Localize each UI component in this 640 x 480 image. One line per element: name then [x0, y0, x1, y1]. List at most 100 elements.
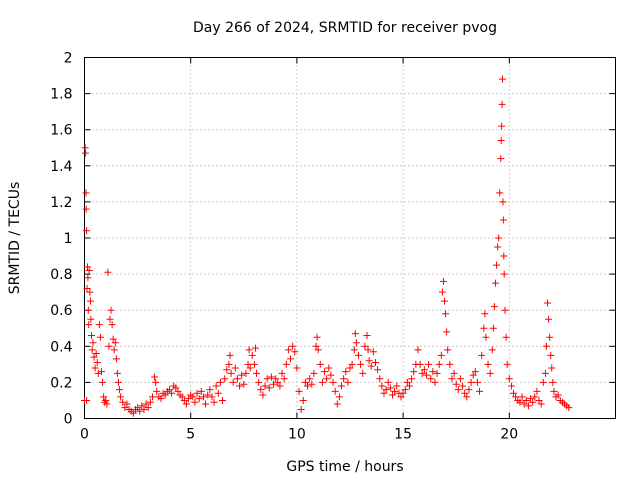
data-point	[471, 368, 479, 376]
data-point	[338, 382, 346, 390]
data-point	[240, 380, 248, 388]
data-point	[104, 268, 112, 276]
data-point	[214, 389, 222, 397]
data-point	[284, 346, 292, 354]
data-point	[498, 122, 506, 130]
data-point	[231, 364, 239, 372]
data-point	[491, 279, 499, 287]
data-point	[499, 75, 507, 83]
data-point	[83, 263, 91, 271]
data-point	[441, 297, 449, 305]
data-point	[191, 398, 199, 406]
data-point	[157, 395, 165, 403]
data-point	[329, 378, 337, 386]
data-point	[199, 393, 207, 401]
data-point	[263, 375, 271, 383]
data-point	[497, 155, 505, 163]
data-point	[393, 382, 401, 390]
data-point	[146, 398, 154, 406]
data-point	[323, 375, 331, 383]
data-point	[246, 364, 254, 372]
data-point	[116, 386, 124, 394]
data-point	[206, 386, 214, 394]
data-point	[94, 369, 102, 377]
data-point	[500, 270, 508, 278]
data-point	[293, 364, 301, 372]
data-point	[102, 396, 110, 404]
data-point	[310, 369, 318, 377]
data-point	[225, 360, 233, 368]
data-point	[331, 387, 339, 395]
data-point	[524, 402, 532, 410]
data-point	[96, 333, 104, 341]
data-point	[364, 346, 372, 354]
data-point	[371, 359, 379, 367]
y-tick-label: 1.8	[50, 87, 72, 103]
data-point	[117, 393, 125, 401]
y-tick-label: 1.4	[50, 159, 72, 175]
data-point	[496, 189, 504, 197]
data-point	[110, 346, 118, 354]
data-point	[500, 252, 508, 260]
data-point	[168, 389, 176, 397]
data-point	[195, 395, 203, 403]
data-point	[112, 355, 120, 363]
data-point	[289, 342, 297, 350]
data-point	[161, 391, 169, 399]
data-point	[274, 378, 282, 386]
data-point	[304, 382, 312, 390]
data-point	[380, 389, 388, 397]
data-point	[121, 404, 129, 412]
data-point	[484, 360, 492, 368]
data-point	[180, 396, 188, 404]
data-point	[408, 375, 416, 383]
data-point	[236, 382, 244, 390]
data-point	[363, 331, 371, 339]
data-points	[81, 75, 573, 417]
y-tick-label: 1.6	[50, 123, 72, 139]
data-point	[244, 360, 252, 368]
data-point	[197, 387, 205, 395]
data-point	[90, 353, 98, 361]
data-point	[469, 371, 477, 379]
data-point	[522, 396, 530, 404]
data-point	[107, 306, 115, 314]
data-point	[448, 375, 456, 383]
data-point	[482, 333, 490, 341]
data-point	[374, 366, 382, 374]
data-point	[493, 261, 501, 269]
data-point	[86, 288, 94, 296]
data-point	[270, 380, 278, 388]
data-point	[512, 393, 520, 401]
y-tick-label: 1.2	[50, 195, 72, 211]
data-point	[437, 351, 445, 359]
data-point	[248, 351, 256, 359]
data-point	[459, 382, 467, 390]
data-point	[382, 386, 390, 394]
data-point	[208, 393, 216, 401]
data-point	[278, 369, 286, 377]
data-point	[486, 369, 494, 377]
data-point	[174, 387, 182, 395]
data-point	[238, 371, 246, 379]
data-point	[478, 351, 486, 359]
data-point	[84, 274, 92, 282]
data-point	[431, 378, 439, 386]
data-point	[505, 375, 513, 383]
data-point	[405, 382, 413, 390]
data-point	[450, 369, 458, 377]
data-point	[182, 400, 190, 408]
data-point	[142, 400, 150, 408]
data-point	[456, 375, 464, 383]
data-point	[165, 386, 173, 394]
data-point	[376, 375, 384, 383]
y-tick-label: 0.2	[50, 375, 72, 391]
data-point	[565, 404, 573, 412]
data-point	[369, 348, 377, 356]
y-tick-label: 0.8	[50, 267, 72, 283]
data-point	[346, 364, 354, 372]
y-axis-label: SRMTID / TECUs	[7, 182, 23, 295]
data-point	[250, 360, 258, 368]
grid-lines	[84, 57, 616, 419]
